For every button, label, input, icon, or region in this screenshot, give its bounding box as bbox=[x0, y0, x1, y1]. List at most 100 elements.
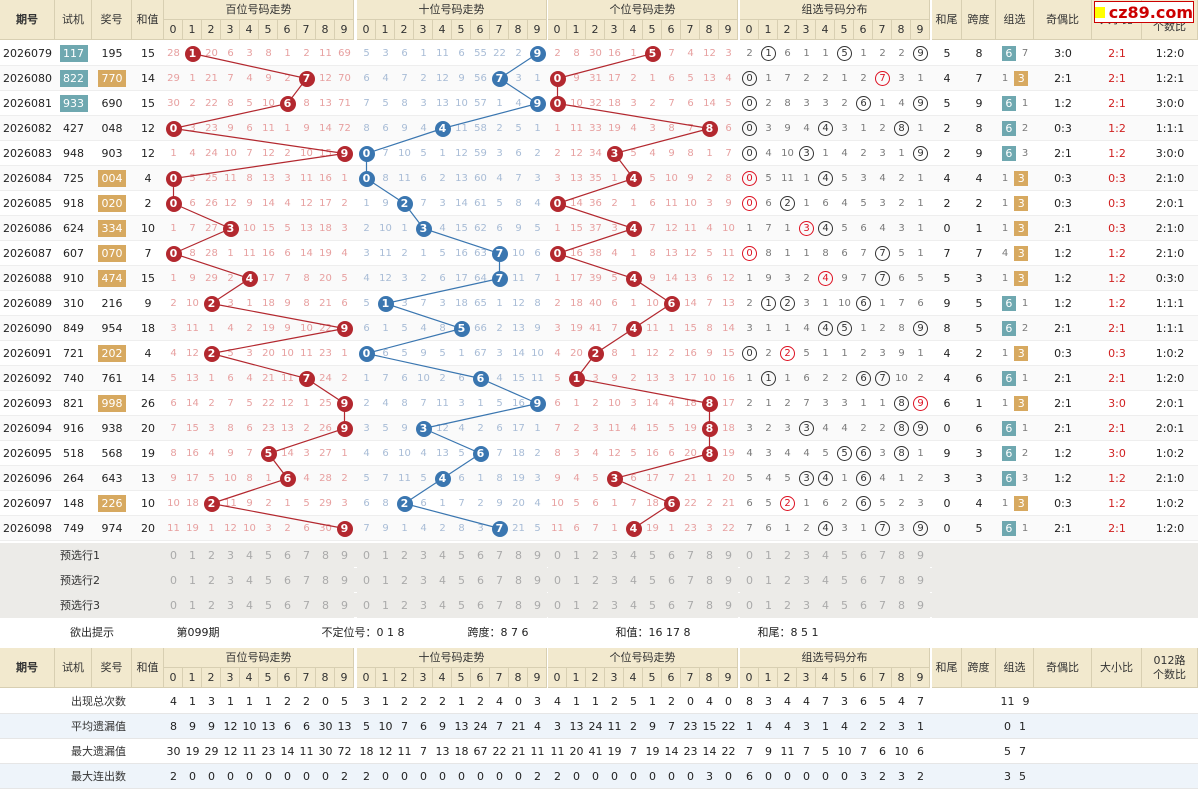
preselect-digit[interactable]: 7 bbox=[297, 543, 316, 568]
preselect-digit[interactable]: 6 bbox=[278, 568, 297, 593]
preselect-digit[interactable]: 8 bbox=[509, 593, 528, 618]
preselect-digit[interactable]: 8 bbox=[892, 543, 911, 568]
header-period[interactable]: 期号 bbox=[0, 648, 55, 688]
site-logo[interactable]: cz89.com bbox=[1094, 1, 1194, 23]
preselect-digit[interactable]: 1 bbox=[183, 543, 202, 568]
preselect-digit[interactable]: 0 bbox=[357, 543, 376, 568]
preselect-digit[interactable]: 9 bbox=[719, 593, 738, 618]
preselect-digit[interactable]: 3 bbox=[605, 543, 624, 568]
preselect-digit[interactable]: 0 bbox=[548, 568, 567, 593]
preselect-digit[interactable]: 6 bbox=[471, 568, 490, 593]
preselect-digit[interactable]: 8 bbox=[509, 543, 528, 568]
preselect-digit[interactable]: 7 bbox=[490, 543, 509, 568]
preselect-digit[interactable]: 2 bbox=[586, 568, 605, 593]
preselect-digit[interactable]: 5 bbox=[835, 568, 854, 593]
preselect-digit[interactable]: 6 bbox=[471, 593, 490, 618]
preselect-digit[interactable]: 3 bbox=[414, 593, 433, 618]
preselect-digit[interactable]: 1 bbox=[759, 568, 778, 593]
preselect-digit[interactable]: 2 bbox=[778, 593, 797, 618]
preselect-digit[interactable]: 0 bbox=[740, 543, 759, 568]
header-sum-tail[interactable]: 和尾 bbox=[932, 648, 962, 688]
preselect-digit[interactable]: 8 bbox=[316, 593, 335, 618]
preselect-digit[interactable]: 5 bbox=[452, 593, 471, 618]
preselect-digit[interactable]: 2 bbox=[395, 593, 414, 618]
preselect-digit[interactable]: 4 bbox=[240, 593, 259, 618]
preselect-digit[interactable]: 8 bbox=[509, 568, 528, 593]
preselect-digit[interactable]: 6 bbox=[278, 593, 297, 618]
preselect-digit[interactable]: 0 bbox=[740, 568, 759, 593]
preselect-digit[interactable]: 6 bbox=[471, 543, 490, 568]
preselect-digit[interactable]: 1 bbox=[567, 593, 586, 618]
preselect-digit[interactable]: 7 bbox=[681, 568, 700, 593]
preselect-digit[interactable]: 1 bbox=[567, 568, 586, 593]
preselect-digit[interactable]: 2 bbox=[586, 593, 605, 618]
header-trial[interactable]: 试机 bbox=[55, 0, 92, 40]
preselect-digit[interactable]: 4 bbox=[816, 568, 835, 593]
preselect-digit[interactable]: 9 bbox=[335, 593, 354, 618]
preselect-digit[interactable]: 7 bbox=[297, 593, 316, 618]
preselect-digit[interactable]: 2 bbox=[586, 543, 605, 568]
preselect-digit[interactable]: 7 bbox=[873, 543, 892, 568]
preselect-digit[interactable]: 2 bbox=[778, 543, 797, 568]
preselect-digit[interactable]: 3 bbox=[414, 568, 433, 593]
header-span[interactable]: 跨度 bbox=[962, 0, 996, 40]
preselect-digit[interactable]: 1 bbox=[376, 568, 395, 593]
preselect-digit[interactable]: 0 bbox=[164, 593, 183, 618]
header-odd-even[interactable]: 奇偶比 bbox=[1034, 648, 1092, 688]
preselect-digit[interactable]: 9 bbox=[911, 568, 930, 593]
preselect-digit[interactable]: 9 bbox=[335, 543, 354, 568]
preselect-digit[interactable]: 3 bbox=[797, 593, 816, 618]
preselect-digit[interactable]: 2 bbox=[202, 568, 221, 593]
preselect-digit[interactable]: 1 bbox=[759, 543, 778, 568]
preselect-digit[interactable]: 5 bbox=[835, 593, 854, 618]
preselect-digit[interactable]: 4 bbox=[240, 568, 259, 593]
preselect-digit[interactable]: 9 bbox=[528, 593, 547, 618]
preselect-digit[interactable]: 1 bbox=[567, 543, 586, 568]
preselect-digit[interactable]: 7 bbox=[681, 593, 700, 618]
preselect-digit[interactable]: 6 bbox=[854, 543, 873, 568]
header-sum-tail[interactable]: 和尾 bbox=[932, 0, 962, 40]
preselect-digit[interactable]: 6 bbox=[854, 568, 873, 593]
preselect-digit[interactable]: 3 bbox=[221, 543, 240, 568]
preselect-digit[interactable]: 7 bbox=[490, 593, 509, 618]
preselect-digit[interactable]: 5 bbox=[643, 568, 662, 593]
preselect-digit[interactable]: 5 bbox=[452, 543, 471, 568]
preselect-digit[interactable]: 9 bbox=[719, 543, 738, 568]
preselect-digit[interactable]: 9 bbox=[528, 543, 547, 568]
preselect-digit[interactable]: 9 bbox=[911, 593, 930, 618]
preselect-digit[interactable]: 1 bbox=[183, 568, 202, 593]
preselect-digit[interactable]: 6 bbox=[662, 568, 681, 593]
header-group[interactable]: 组选 bbox=[996, 0, 1034, 40]
preselect-digit[interactable]: 5 bbox=[452, 568, 471, 593]
preselect-digit[interactable]: 8 bbox=[316, 543, 335, 568]
header-prize[interactable]: 奖号 bbox=[92, 648, 132, 688]
preselect-digit[interactable]: 4 bbox=[624, 593, 643, 618]
preselect-digit[interactable]: 1 bbox=[376, 543, 395, 568]
preselect-digit[interactable]: 0 bbox=[164, 568, 183, 593]
preselect-digit[interactable]: 2 bbox=[395, 568, 414, 593]
preselect-digit[interactable]: 4 bbox=[240, 543, 259, 568]
preselect-digit[interactable]: 2 bbox=[395, 543, 414, 568]
preselect-digit[interactable]: 0 bbox=[548, 543, 567, 568]
preselect-digit[interactable]: 4 bbox=[624, 568, 643, 593]
header-trial[interactable]: 试机 bbox=[55, 648, 92, 688]
preselect-digit[interactable]: 6 bbox=[662, 543, 681, 568]
preselect-digit[interactable]: 6 bbox=[278, 543, 297, 568]
preselect-digit[interactable]: 6 bbox=[854, 593, 873, 618]
preselect-digit[interactable]: 8 bbox=[700, 543, 719, 568]
preselect-digit[interactable]: 7 bbox=[681, 543, 700, 568]
header-sum[interactable]: 和值 bbox=[132, 648, 164, 688]
header-group[interactable]: 组选 bbox=[996, 648, 1034, 688]
preselect-digit[interactable]: 2 bbox=[778, 568, 797, 593]
header-period[interactable]: 期号 bbox=[0, 0, 55, 40]
preselect-digit[interactable]: 7 bbox=[490, 568, 509, 593]
preselect-digit[interactable]: 2 bbox=[202, 543, 221, 568]
header-big-small[interactable]: 大小比 bbox=[1092, 648, 1142, 688]
preselect-digit[interactable]: 4 bbox=[816, 593, 835, 618]
preselect-digit[interactable]: 9 bbox=[719, 568, 738, 593]
preselect-digit[interactable]: 0 bbox=[357, 568, 376, 593]
preselect-digit[interactable]: 8 bbox=[700, 568, 719, 593]
preselect-digit[interactable]: 0 bbox=[740, 593, 759, 618]
preselect-digit[interactable]: 9 bbox=[911, 543, 930, 568]
header-prize[interactable]: 奖号 bbox=[92, 0, 132, 40]
